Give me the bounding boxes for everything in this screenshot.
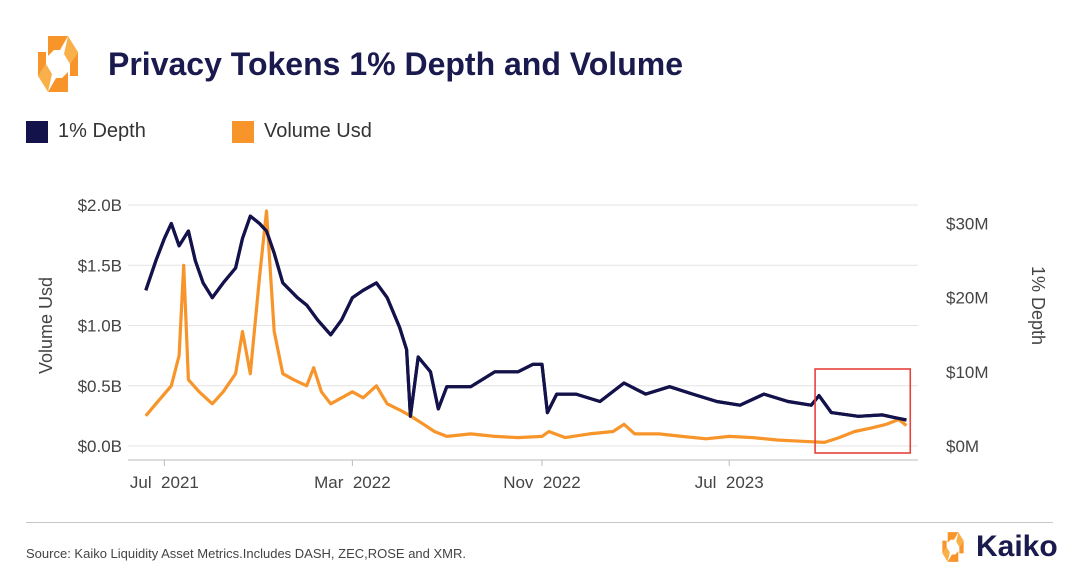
brand: Kaiko <box>936 530 1058 564</box>
legend-swatch-depth <box>26 120 48 143</box>
chart-title: Privacy Tokens 1% Depth and Volume <box>108 46 683 82</box>
volume-series-line <box>144 209 908 444</box>
depth-series-line <box>144 214 907 422</box>
y-right-tick-label: $10M <box>946 363 989 382</box>
x-tick-label: Mar 2022 <box>314 473 391 492</box>
legend-label-depth: 1% Depth <box>58 120 146 142</box>
y-right-tick-label: $20M <box>946 289 989 308</box>
y-left-tick-label: $0.5B <box>78 377 122 396</box>
y-left-axis-title: Volume Usd <box>36 277 56 374</box>
depth-series-line <box>144 214 907 422</box>
y-right-tick-label: $30M <box>946 215 989 234</box>
brand-name: Kaiko <box>976 530 1058 563</box>
y-left-tick-label: $0.0B <box>78 437 122 456</box>
x-tick-label: Jul 2021 <box>130 473 199 492</box>
kaiko-logo-icon <box>942 532 964 562</box>
highlight-box <box>814 368 912 454</box>
y-right-tick-label: $0M <box>946 437 979 456</box>
footer-divider <box>26 522 1053 523</box>
legend-label-volume: Volume Usd <box>264 120 372 142</box>
legend-swatch-volume <box>232 120 254 143</box>
y-left-tick-label: $1.5B <box>78 256 122 275</box>
y-left-tick-label: $1.0B <box>78 317 122 336</box>
kaiko-logo-icon <box>38 36 78 92</box>
y-left-tick-label: $2.0B <box>78 196 122 215</box>
x-tick-label: Jul 2023 <box>695 473 764 492</box>
source-note: Source: Kaiko Liquidity Asset Metrics.In… <box>26 546 467 561</box>
chart-area: $0.0B $0.5B $1.0B $1.5B $2.0B $0M $10M $20M $30M… <box>36 196 1048 492</box>
x-tick-label: Nov 2022 <box>503 473 581 492</box>
y-right-axis-title: 1% Depth <box>1028 266 1048 345</box>
legend-item-volume: Volume Usd <box>232 120 372 143</box>
legend-item-depth: 1% Depth <box>26 120 146 143</box>
